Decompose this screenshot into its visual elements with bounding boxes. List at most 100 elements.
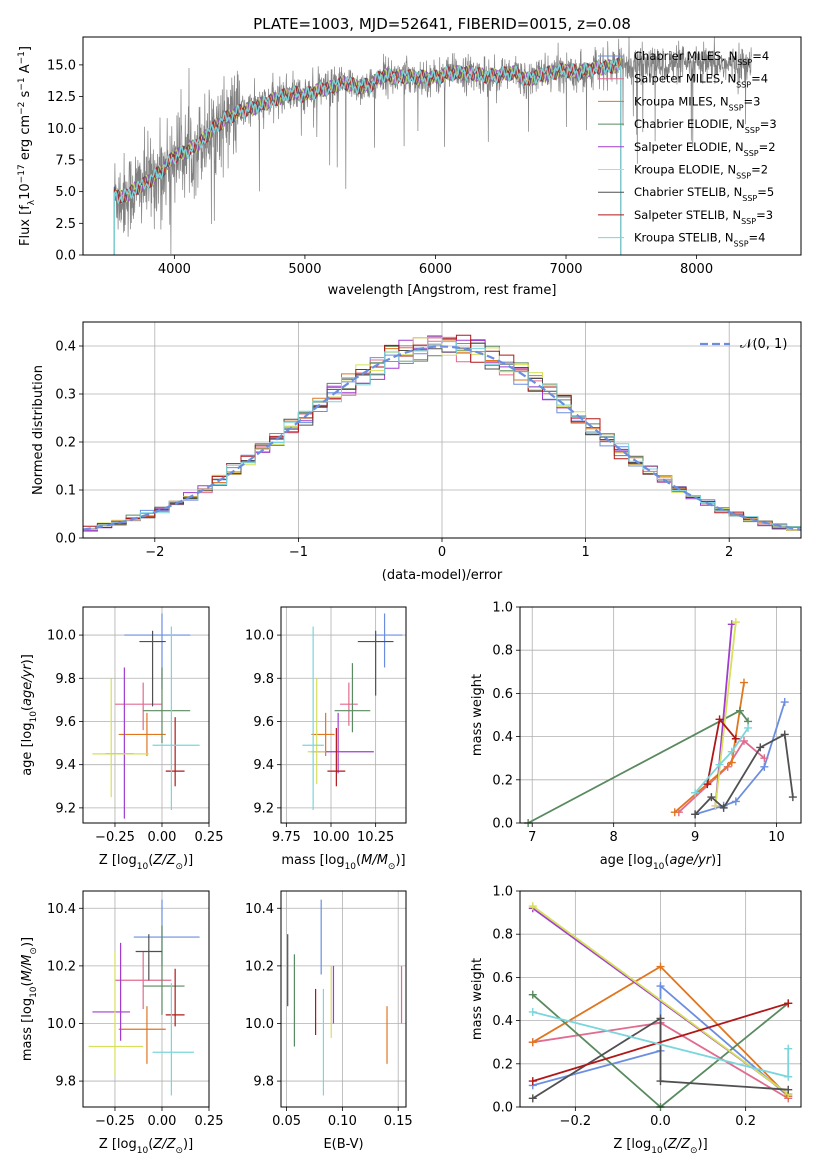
weight-line [678, 739, 765, 813]
axes-frame [82, 36, 802, 256]
y-tick-label: 0.8 [492, 644, 513, 659]
x-tick-label: 9.75 [272, 830, 301, 845]
errorbar [165, 968, 185, 1027]
weight-marker [739, 678, 748, 687]
errorbar [124, 613, 191, 690]
x-tick-label: 10.25 [357, 830, 394, 845]
x-tick-label: 0.00 [148, 830, 177, 845]
y-axis-label: mass weight [470, 674, 485, 756]
axes-frame [82, 890, 210, 1108]
errorbar [114, 682, 162, 731]
errorbar [339, 682, 358, 726]
x-tick-label: 7000 [549, 262, 582, 277]
y-tick-label: 12.5 [47, 90, 76, 105]
x-tick-label: 0.0 [650, 1114, 671, 1129]
weight-line [694, 732, 794, 816]
age_vs_mass-panel: 9.75 10.00 10.25 9.2 9.4 9.6 9.8 10.0 mass [log1… [245, 606, 407, 872]
legend-label: Salpeter STELIB, NSSP=3 [634, 208, 773, 226]
errorbar [143, 667, 191, 744]
errorbar [139, 630, 166, 707]
weight-marker [744, 723, 753, 732]
weight-marker [784, 1072, 793, 1081]
y-tick-label: 10.0 [245, 1017, 274, 1032]
y-tick-label: 0.8 [492, 928, 513, 943]
errorbar [357, 630, 394, 696]
x-tick-label: 10 [768, 830, 785, 845]
weight-marker [739, 736, 748, 745]
y-axis-label: Flux [fλ10−17 erg cm−2 s−1 A−1] [17, 46, 37, 246]
y-tick-label: 15.0 [47, 58, 76, 73]
x-tick-label: 1 [581, 545, 589, 560]
axes-frame [519, 606, 802, 824]
weight-marker [731, 797, 740, 806]
legend-label: Chabrier ELODIE, NSSP=3 [634, 117, 777, 135]
errorbar [114, 951, 172, 1010]
weight-marker [707, 793, 716, 802]
weight-marker [719, 803, 728, 812]
x-axis-label: age [log10(age/yr)] [600, 853, 722, 872]
weight-line [532, 1002, 789, 1082]
y-axis-label: mass weight [470, 958, 485, 1040]
x-axis-label: Z [log10(Z/Z⊙)] [99, 1137, 193, 1156]
x-tick-label: 9 [691, 830, 699, 845]
weight-marker [656, 1077, 665, 1086]
axes-frame [519, 890, 802, 1108]
weight_vs_age-panel: 7 8 9 10 0.0 0.2 0.4 0.6 0.8 1.0 age [log10(age/yr… [470, 601, 802, 872]
x-axis-label: wavelength [Angstrom, rest frame] [328, 283, 557, 298]
errorbar [152, 983, 194, 1096]
y-tick-label: 0.0 [492, 817, 513, 832]
legend-label: Kroupa MILES, NSSP=3 [634, 94, 760, 112]
y-tick-label: 9.6 [253, 715, 274, 730]
weight-marker [727, 747, 736, 756]
y-tick-label: 1.0 [492, 885, 513, 900]
x-axis-label: Z [log10(Z/Z⊙)] [613, 1137, 707, 1156]
y-tick-label: 10.4 [245, 902, 274, 917]
x-axis-label: (data-model)/error [382, 568, 503, 583]
weight-marker [727, 620, 736, 629]
errorbar [88, 951, 144, 1076]
weight-marker [727, 758, 736, 767]
weight-marker [528, 1077, 537, 1086]
weight-marker [528, 1007, 537, 1016]
x-tick-label: 7 [528, 830, 536, 845]
x-tick-label: 6000 [419, 262, 452, 277]
x-tick-label: 2 [725, 545, 733, 560]
y-axis-label: age [log10(age/yr)] [20, 654, 39, 776]
weight-marker [760, 754, 769, 763]
y-tick-label: 10.2 [245, 959, 274, 974]
x-axis-label: Z [log10(Z/Z⊙)] [99, 853, 193, 872]
x-tick-label: −0.2 [560, 1114, 592, 1129]
legend-label: Salpeter MILES, NSSP=4 [634, 72, 768, 90]
x-tick-label: −1 [289, 545, 308, 560]
x-axis-label: mass [log10(M/M⊙)] [281, 853, 405, 872]
legend-label: Chabrier MILES, NSSP=4 [634, 49, 769, 67]
y-tick-label: 9.8 [253, 1075, 274, 1090]
errorbar [327, 727, 346, 787]
weight-line [532, 905, 789, 1095]
errorbar [105, 667, 134, 819]
mass_vs_Z-panel: −0.25 0.00 0.25 9.8 10.0 10.2 10.4 Z [log10(Z/Z… [20, 890, 223, 1156]
errorbar [92, 678, 149, 798]
weight-line [532, 994, 789, 1107]
y-tick-label: 2.5 [55, 217, 76, 232]
weight_vs_Z-panel: −0.2 0.0 0.2 0.0 0.2 0.4 0.6 0.8 1.0 Z [log10(Z/Z… [470, 885, 802, 1156]
model-spectrum [113, 58, 622, 255]
weight-marker [731, 618, 740, 627]
errorbar [135, 934, 162, 981]
legend: Chabrier MILES, NSSP=4 Salpeter MILES, NS… [598, 49, 777, 248]
y-tick-label: 0.6 [492, 687, 513, 702]
weight-line [532, 1016, 789, 1100]
errorbar [334, 663, 371, 733]
y-tick-label: 10.4 [47, 902, 76, 917]
errorbar [165, 717, 185, 787]
y-tick-label: 0.2 [55, 436, 76, 451]
weight-marker [760, 762, 769, 771]
weight-marker [784, 1044, 793, 1053]
weight-marker [731, 734, 740, 743]
y-tick-label: 9.4 [253, 758, 274, 773]
x-tick-label: 5000 [288, 262, 321, 277]
x-tick-label: −0.25 [95, 1114, 135, 1129]
y-tick-label: 0.1 [55, 484, 76, 499]
errorbar [302, 626, 324, 811]
weight-marker [784, 1085, 793, 1094]
